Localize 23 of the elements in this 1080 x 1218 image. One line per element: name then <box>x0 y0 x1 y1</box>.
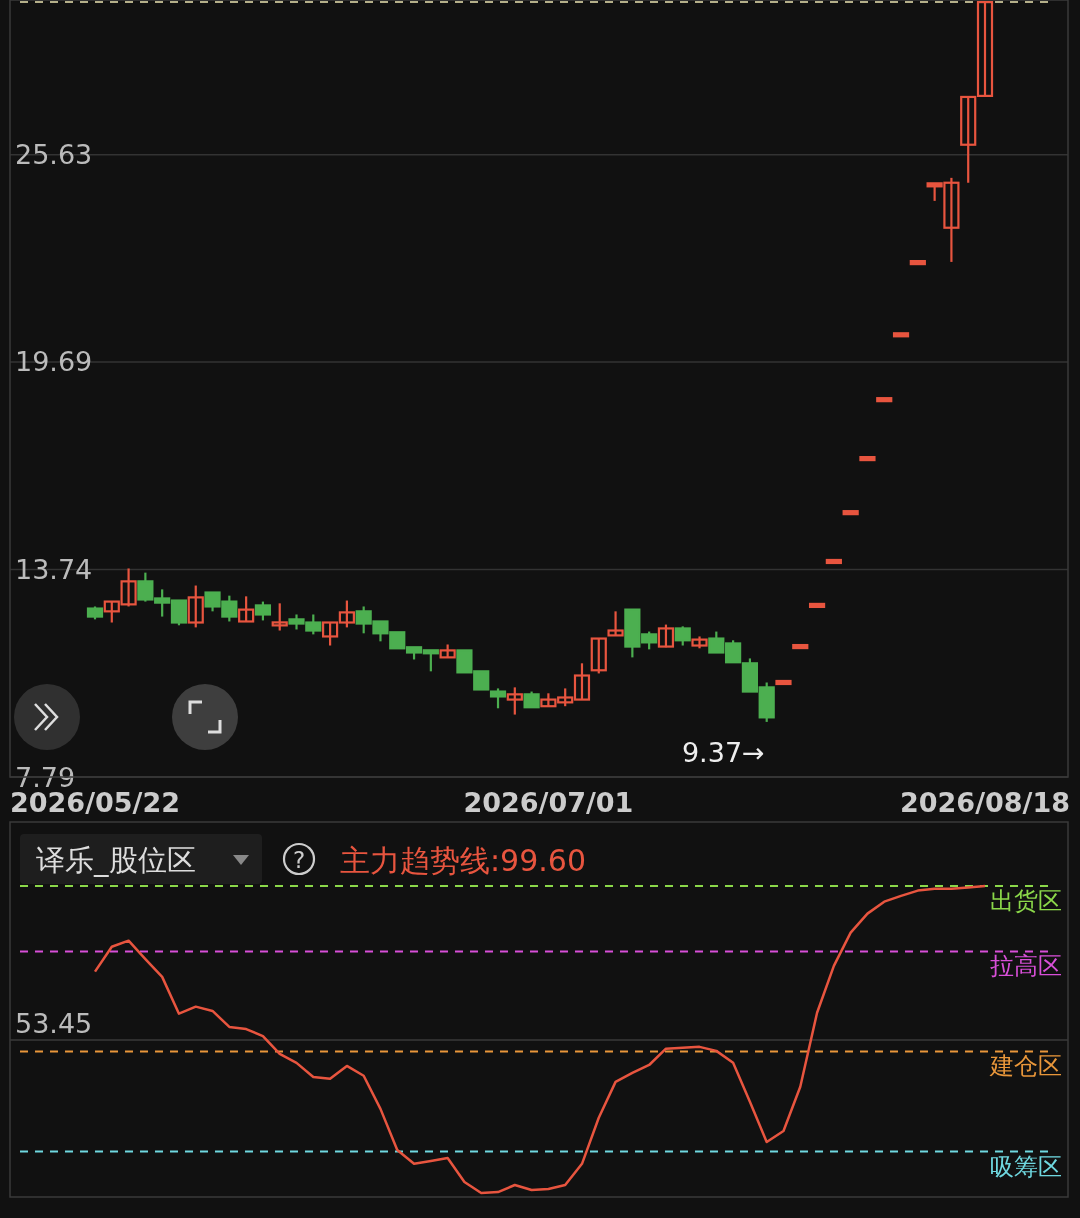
candlestick <box>674 625 691 647</box>
candlestick <box>657 623 675 649</box>
chart-title: 译乐_股位区 <box>36 843 196 877</box>
candlestick <box>607 610 624 637</box>
ref-line-label: 吸筹区 <box>990 1152 1062 1181</box>
y-tick-label: 13.74 <box>15 554 93 585</box>
candlestick <box>590 637 607 675</box>
y-tick-label: 25.63 <box>15 139 93 171</box>
ref-line-label: 拉高区 <box>990 952 1062 981</box>
candlestick <box>187 584 204 629</box>
text: 主力趋势线:99.60 <box>340 843 586 878</box>
ref-line-label: 建仓区 <box>989 1052 1062 1081</box>
ref-line-label: 出货区 <box>990 887 1062 915</box>
candlestick <box>254 600 272 622</box>
candlestick <box>506 686 523 716</box>
x-tick-label: 2026/08/18 <box>899 787 1071 818</box>
y-tick-label: 19.69 <box>15 346 93 378</box>
annotation: 53.45 <box>15 1008 93 1039</box>
candlestick <box>271 602 288 632</box>
text: ? <box>292 847 306 873</box>
candlestick <box>238 595 255 623</box>
annotation: 9.37→ <box>681 737 765 768</box>
x-tick-label: 2026/07/01 <box>463 787 634 818</box>
